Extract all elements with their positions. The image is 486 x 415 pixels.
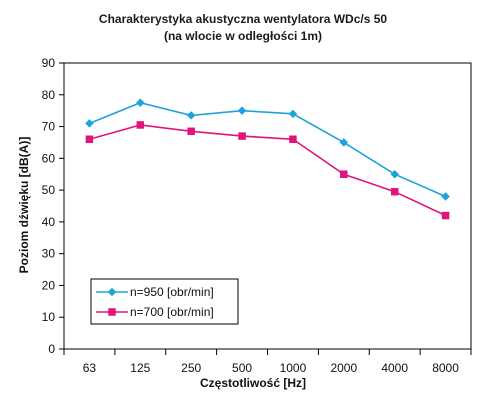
series-layer (85, 98, 450, 220)
y-tick-label-60: 60 (42, 151, 56, 165)
series-2-point-125 (136, 121, 145, 129)
chart-title: Charakterystyka akustyczna wentylatora W… (99, 12, 387, 26)
series-1-point-63 (85, 119, 94, 128)
legend-marker-2 (108, 308, 116, 316)
axes: 0 10 20 30 40 50 60 70 80 90 63 125 250 500 1000 2000 40… (42, 56, 472, 375)
series-1-point-4000 (390, 169, 400, 179)
x-tick-label-4000: 4000 (381, 361, 408, 375)
x-tick-label-250: 250 (181, 361, 201, 375)
y-tick-label-50: 50 (42, 183, 56, 197)
series-2-point-4000 (390, 187, 399, 196)
series-1-point-8000 (441, 192, 450, 201)
series-2-point-8000 (441, 211, 450, 220)
x-tick-label-1000: 1000 (280, 361, 307, 375)
x-tick-label-63: 63 (83, 361, 97, 375)
y-tick-label-10: 10 (42, 310, 56, 324)
series-2-point-2000 (340, 170, 348, 178)
y-tick-label-70: 70 (42, 120, 56, 134)
y-tick-label-90: 90 (42, 56, 56, 70)
series-line-1 (89, 101, 446, 198)
series-line-2 (89, 124, 446, 217)
x-tick-label-125: 125 (130, 361, 150, 375)
y-tick-label-0: 0 (48, 342, 55, 356)
series-1-point-250 (186, 111, 196, 120)
y-tick-label-20: 20 (42, 278, 56, 292)
series-1-point-2000 (339, 138, 349, 147)
series-1-point-1000 (288, 109, 298, 119)
chart-subtitle: (na wlocie w odległości 1m) (164, 29, 322, 43)
legend: n=950 [obr/min] n=700 [obr/min] (90, 278, 239, 325)
x-tick-label-8000: 8000 (432, 361, 459, 375)
legend-box (90, 278, 239, 325)
series-2-point-500 (238, 132, 246, 140)
legend-label-1: n=950 [obr/min] (130, 285, 214, 299)
x-axis-title: Częstotliwość [Hz] (200, 376, 306, 390)
series-2-point-63 (85, 135, 94, 144)
y-tick-label-40: 40 (42, 215, 56, 229)
y-axis-title: Poziom dźwięku [dB(A)] (17, 137, 31, 274)
series-1-point-125 (135, 98, 145, 108)
y-tick-label-80: 80 (42, 88, 56, 102)
y-tick-label-30: 30 (42, 247, 56, 261)
legend-marker-1 (107, 287, 117, 297)
x-tick-label-2000: 2000 (330, 361, 357, 375)
legend-label-2: n=700 [obr/min] (130, 305, 214, 319)
series-1-point-500 (237, 106, 247, 116)
series-2-point-250 (187, 127, 195, 136)
x-tick-label-500: 500 (232, 361, 252, 375)
series-2-point-1000 (289, 135, 297, 144)
